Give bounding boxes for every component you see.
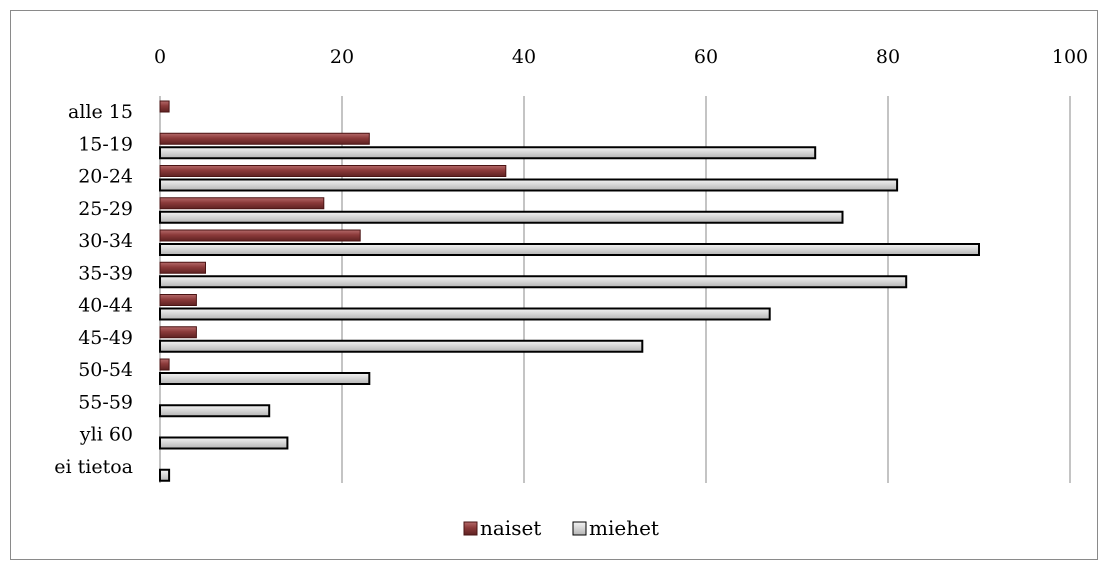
category-label: 25-29 bbox=[78, 198, 133, 220]
bar-miehet-55-59 bbox=[159, 404, 271, 418]
bar-naiset-20-24 bbox=[159, 165, 507, 177]
bar-naiset-35-39 bbox=[159, 261, 206, 274]
category-label: 40-44 bbox=[78, 295, 133, 317]
category-label: 55-59 bbox=[78, 391, 133, 413]
bar-miehet-45-49 bbox=[159, 339, 644, 353]
x-tick-label: 20 bbox=[330, 46, 354, 68]
bar-naiset-45-49 bbox=[159, 326, 197, 339]
category-label: ei tietoa bbox=[54, 456, 133, 478]
bar-naiset-30-34 bbox=[159, 229, 361, 242]
bar-miehet-20-24 bbox=[159, 178, 899, 192]
legend-label-naiset: naiset bbox=[480, 516, 541, 540]
legend-swatch-naiset bbox=[463, 521, 478, 536]
x-tick-label: 0 bbox=[154, 46, 166, 68]
bar-miehet-30-34 bbox=[159, 243, 980, 256]
x-tick-label: 80 bbox=[876, 46, 900, 68]
category-label: 30-34 bbox=[78, 230, 133, 252]
legend-swatch-miehet bbox=[572, 521, 587, 536]
y-axis: alle 15 15-19 20-24 25-29 30-34 35-39 40-44 45-… bbox=[54, 101, 133, 478]
bar-miehet-50-54 bbox=[159, 372, 371, 385]
category-label: 20-24 bbox=[78, 166, 133, 188]
category-label: 50-54 bbox=[78, 359, 133, 381]
bar-naiset-15-19 bbox=[159, 132, 370, 145]
category-label: yli 60 bbox=[79, 424, 133, 446]
category-label: 35-39 bbox=[78, 262, 133, 284]
bar-miehet-25-29 bbox=[159, 210, 844, 224]
bar-miehet-ei-tietoa bbox=[159, 468, 171, 482]
category-label: 15-19 bbox=[78, 133, 133, 155]
bar-miehet-15-19 bbox=[159, 146, 817, 160]
bar-naiset-alle-15 bbox=[159, 100, 170, 113]
x-tick-label: 40 bbox=[512, 46, 536, 68]
legend: naiset miehet bbox=[463, 516, 659, 540]
legend-label-miehet: miehet bbox=[589, 516, 659, 540]
x-axis: 0 20 40 60 80 100 bbox=[154, 46, 1088, 68]
chart-frame bbox=[10, 10, 1098, 560]
category-label: alle 15 bbox=[68, 101, 133, 123]
bar-miehet-yli-60 bbox=[159, 436, 289, 450]
bar-naiset-25-29 bbox=[159, 197, 325, 210]
x-tick-label: 60 bbox=[694, 46, 718, 68]
bar-series bbox=[159, 100, 980, 482]
bar-naiset-50-54 bbox=[159, 358, 170, 371]
bar-miehet-35-39 bbox=[159, 275, 908, 289]
bar-miehet-40-44 bbox=[159, 307, 771, 321]
bar-naiset-40-44 bbox=[159, 294, 197, 306]
grid-lines bbox=[159, 96, 1071, 483]
x-tick-label: 100 bbox=[1052, 46, 1088, 68]
category-label: 45-49 bbox=[78, 327, 133, 349]
